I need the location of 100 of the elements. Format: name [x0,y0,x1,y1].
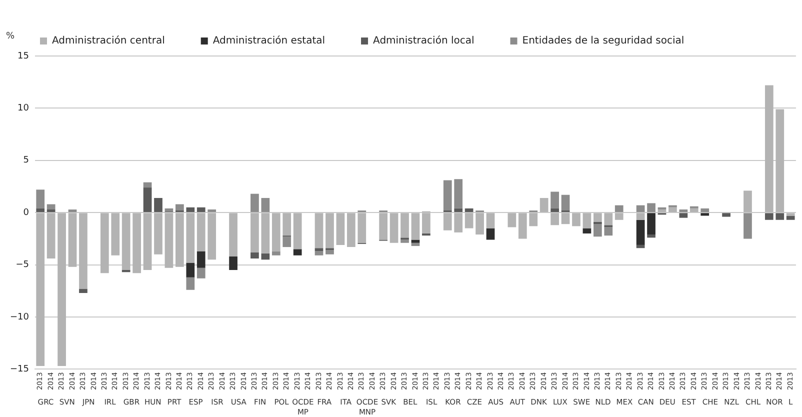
y-tick-label: −5 [16,260,29,270]
bar [786,213,795,216]
bar [411,242,420,246]
bar [614,205,624,212]
bar [764,85,774,212]
bar [261,198,270,212]
y-tick-label: 0 [23,208,30,218]
legend-label: Entidades de la seguridad social [522,36,684,47]
bar [486,213,495,228]
bar [454,213,463,232]
y-tick-label: 5 [23,156,29,166]
bar [464,208,474,212]
y-tick-label: −15 [10,364,29,375]
bar [518,213,527,239]
bar [272,251,280,256]
bar [208,213,216,260]
bar [46,213,56,259]
bar [700,208,710,212]
bar [561,213,570,224]
bar [464,213,474,228]
bar [250,213,259,252]
bar [46,209,56,212]
bar [647,213,656,235]
bar [143,213,152,270]
bar [79,213,88,289]
bar [690,208,698,212]
bar [132,213,141,274]
bar [186,213,195,263]
bar [529,213,538,226]
bar [550,192,559,208]
bar [411,240,420,243]
bar [776,213,784,220]
bar [186,262,195,278]
bar [636,244,645,248]
bar [186,277,195,290]
bar [668,207,677,212]
bar [658,209,666,212]
y-tick-label: −10 [10,312,30,322]
bar [700,213,710,216]
bar [186,207,195,212]
bar [476,213,484,235]
bar [443,180,452,211]
bar [164,213,174,268]
bar [786,216,795,220]
bar [100,213,109,274]
bar [314,251,324,256]
bar [594,213,602,222]
y-tick-label: 10 [18,104,30,114]
bar [379,213,388,240]
bar [636,205,645,212]
bar [229,256,238,270]
bar [111,213,120,256]
bar [443,213,452,230]
bar [390,213,398,243]
bar [346,213,356,248]
legend-label: Administración estatal [212,36,326,47]
bar [196,213,206,252]
y-tick-label: 15 [18,51,29,62]
bar [679,209,688,212]
bar [454,179,463,208]
bar [722,213,730,217]
bar [336,213,345,245]
bar [550,208,559,212]
bar [261,253,270,260]
bar [46,204,56,210]
bar [261,213,270,254]
bar [229,213,238,256]
bar [636,213,645,220]
bar [422,213,430,234]
bar [314,213,324,248]
bar [614,213,624,220]
bar [272,213,280,252]
bar [196,268,206,278]
bar [411,213,420,240]
bar [196,207,206,212]
bar [143,188,152,212]
bar [400,240,409,243]
bar [604,227,613,236]
bar [647,234,656,238]
bar [582,228,592,234]
bar [400,213,409,238]
bar [196,251,206,268]
bar [647,203,656,212]
bar [68,213,77,267]
bar [143,182,152,188]
bar [422,233,430,236]
bar [154,213,162,254]
bar [164,208,174,212]
bar [282,236,292,248]
bar [58,213,66,366]
bar [36,190,45,208]
bar [282,213,292,236]
bar [561,194,570,211]
bar [122,213,130,270]
bar [764,213,774,220]
bar [572,213,580,226]
bar [744,190,752,212]
bar [36,213,45,366]
legend-label: Administración local [373,36,474,47]
bar [326,250,334,254]
